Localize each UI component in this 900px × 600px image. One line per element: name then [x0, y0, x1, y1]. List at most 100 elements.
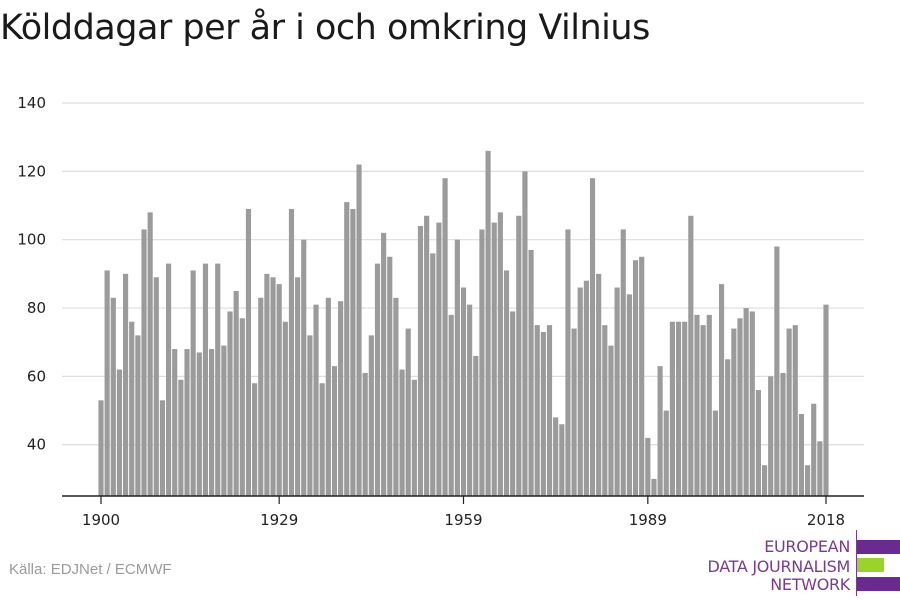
x-tick-label: 1989 [629, 511, 667, 529]
axes: 40 60 80 100 120 140 1900 1929 1959 1989 2018 [17, 94, 864, 529]
bar [559, 424, 565, 496]
bar [350, 208, 356, 496]
bar [184, 349, 190, 496]
bar [442, 178, 448, 496]
bar [669, 321, 675, 496]
bar [540, 331, 546, 496]
bar [331, 366, 338, 496]
bar [497, 212, 503, 497]
bar [639, 256, 645, 496]
bar [546, 325, 553, 496]
bar [503, 270, 510, 496]
bar [718, 284, 725, 496]
bar [381, 232, 387, 497]
bar [675, 321, 682, 496]
y-tick-label: 40 [27, 436, 46, 454]
bar [325, 297, 331, 496]
bar [712, 410, 718, 496]
y-tick-label: 100 [17, 231, 46, 249]
y-tick-label: 60 [27, 367, 46, 385]
bar [657, 366, 663, 496]
bar [755, 390, 761, 496]
bar [454, 239, 460, 496]
bar [792, 325, 798, 496]
bar [817, 441, 823, 496]
bar [227, 311, 233, 496]
page-title: Kölddagar per år i och omkring Vilnius [0, 8, 650, 48]
bar [589, 178, 596, 496]
bar [264, 273, 270, 496]
bar [510, 311, 516, 496]
bar [430, 253, 436, 496]
bar [215, 263, 221, 496]
bar [141, 229, 147, 496]
bar [479, 229, 485, 496]
source-credit: Källa: EDJNet / ECMWF [9, 561, 172, 578]
bar [694, 314, 700, 496]
bar [399, 369, 405, 496]
bar [313, 304, 319, 496]
bar [356, 164, 362, 496]
bar [528, 249, 534, 496]
bar [374, 263, 381, 496]
bar [98, 400, 104, 496]
bar [245, 208, 252, 496]
bar [295, 277, 301, 496]
bar [798, 413, 804, 496]
bar [632, 260, 639, 496]
bar [436, 222, 442, 497]
bar [571, 328, 577, 496]
bar [178, 379, 184, 496]
bar [786, 328, 792, 496]
bar [522, 171, 528, 496]
logo-line-2: DATA JOURNALISM [707, 557, 851, 576]
bar [651, 478, 657, 496]
logo-divider [856, 530, 857, 596]
bar [221, 345, 227, 496]
bar [276, 284, 282, 496]
bar [233, 290, 239, 496]
bar [491, 222, 497, 497]
bar [682, 321, 688, 496]
bar [393, 297, 399, 496]
bar [485, 150, 491, 496]
bar [239, 318, 245, 496]
bar [368, 335, 374, 496]
bar [473, 355, 479, 496]
bar [166, 263, 172, 496]
bar [553, 417, 559, 496]
bar [583, 280, 589, 496]
bar [282, 321, 288, 496]
bar [663, 410, 669, 496]
bar [700, 325, 706, 496]
x-tick-label: 1929 [260, 511, 298, 529]
bar [645, 437, 651, 496]
bar [104, 270, 110, 496]
bar [172, 349, 178, 496]
bar [116, 369, 123, 496]
edjnet-logo[interactable]: EUROPEAN DATA JOURNALISM NETWORK [700, 530, 900, 600]
bar [626, 294, 632, 496]
logo-bar-purple-top [857, 540, 900, 554]
bar [565, 229, 571, 496]
bar [688, 215, 694, 496]
bar [362, 372, 368, 496]
bar [761, 465, 768, 496]
bar [338, 301, 344, 496]
bar [608, 345, 614, 496]
bar [780, 372, 786, 496]
bar [602, 325, 608, 496]
bar [614, 287, 620, 496]
bar [516, 215, 522, 496]
bar [706, 314, 712, 496]
bar [534, 325, 540, 496]
logo-line-3: NETWORK [770, 575, 850, 594]
bar [153, 277, 159, 496]
bar [190, 270, 196, 496]
bar [202, 263, 209, 496]
bar [460, 287, 467, 496]
bar [467, 304, 473, 496]
bar [804, 465, 811, 496]
bar [344, 202, 350, 496]
